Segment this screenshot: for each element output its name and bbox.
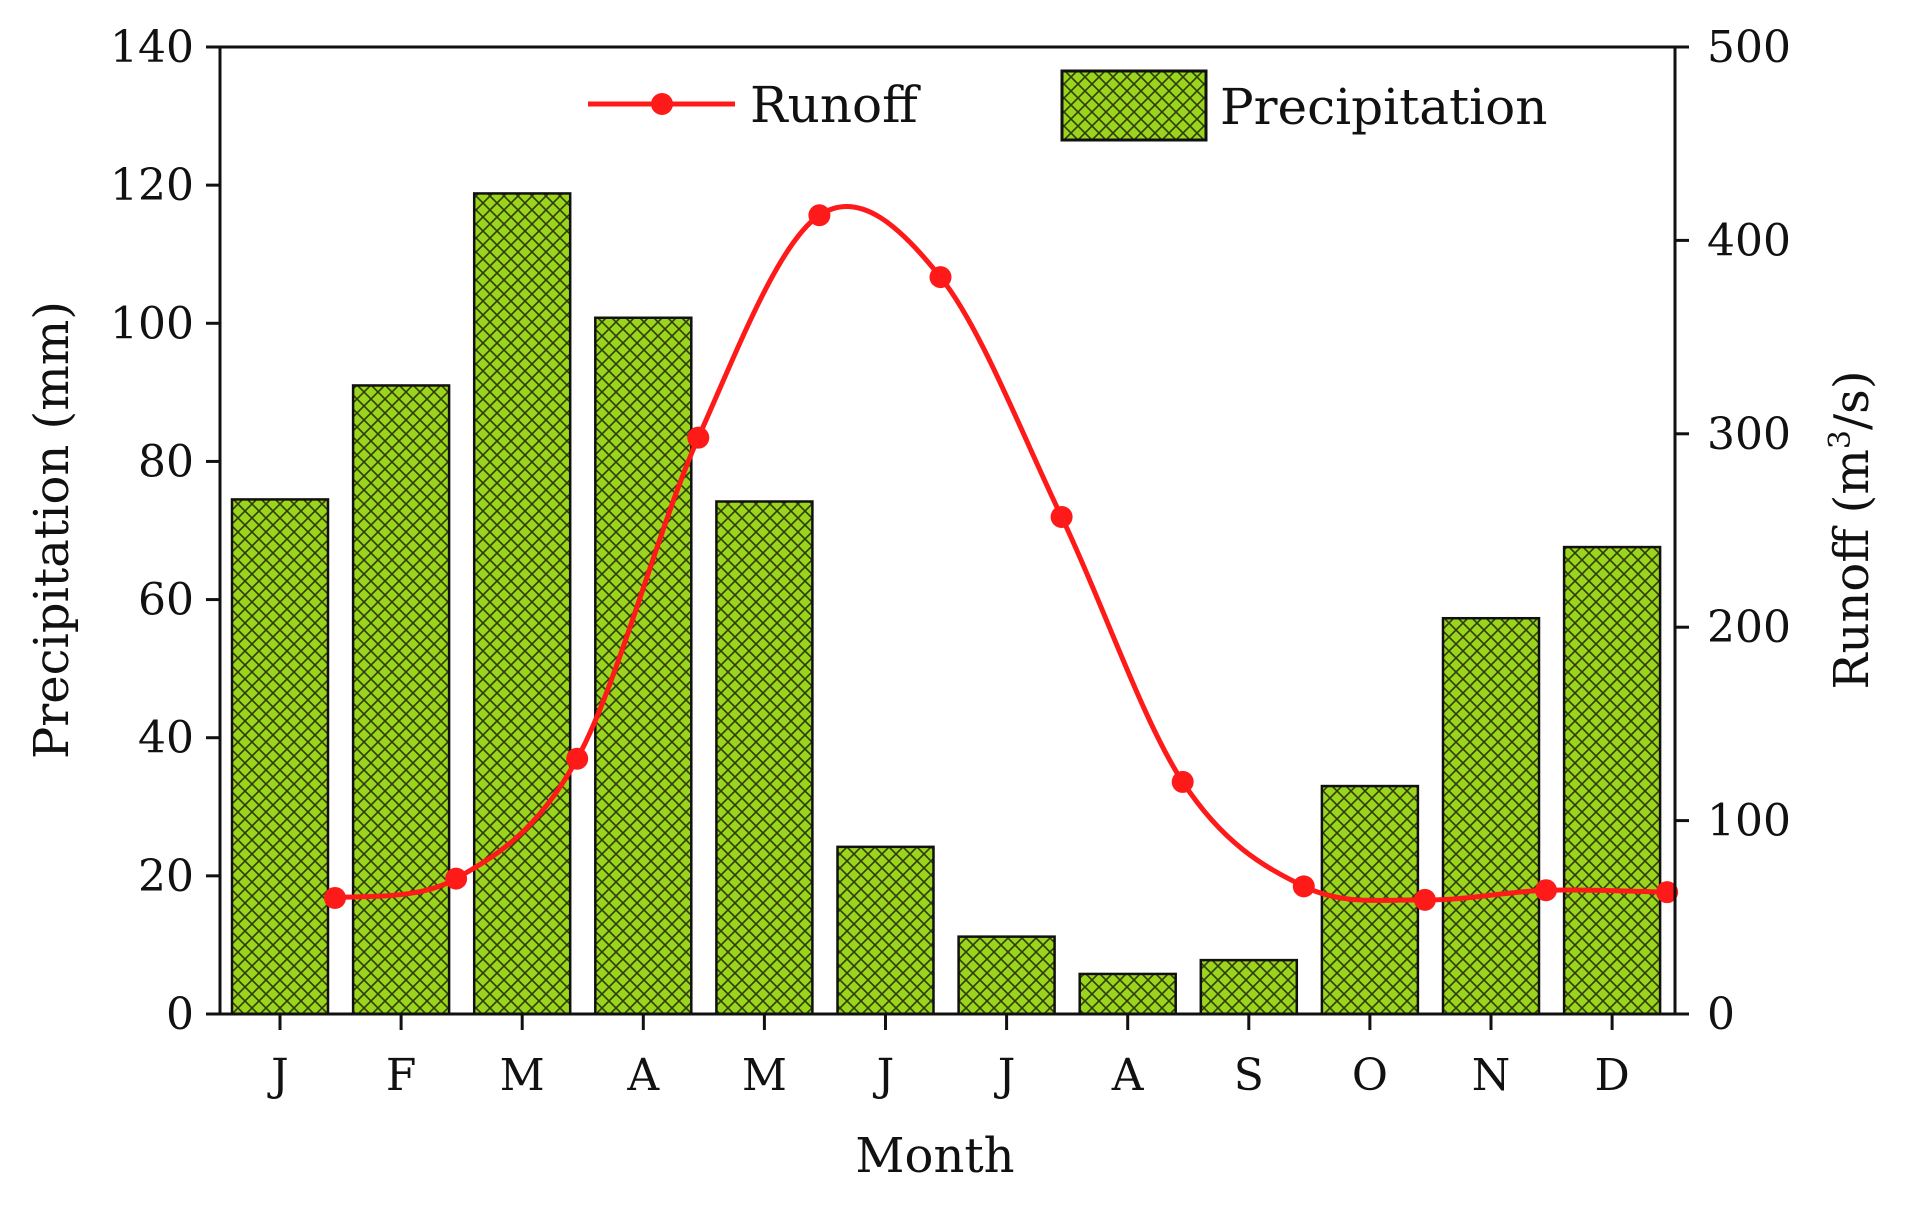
x-tick-label: D [1594,1050,1629,1101]
runoff-point-5 [808,204,831,227]
left-axis-ticks: 0 20 40 60 80 100 120 140 [110,22,220,1040]
x-tick-label: A [626,1050,660,1101]
runoff-point-8 [1171,770,1194,793]
left-tick-label: 80 [138,436,194,487]
right-axis-title-sup: 3 [1823,430,1858,449]
runoff-point-1 [324,886,346,909]
right-tick-label: 200 [1707,602,1791,653]
legend-runoff-marker [651,93,673,115]
x-tick-label: A [1111,1050,1145,1101]
left-tick-label: 100 [110,298,194,349]
runoff-point-6 [929,266,952,289]
x-tick-label: M [500,1050,545,1101]
left-tick-label: 140 [110,22,194,73]
right-axis-title-base: Runoff (m [1824,449,1880,689]
right-tick-label: 0 [1707,989,1735,1040]
runoff-series [324,203,1679,911]
legend-item-precipitation: Precipitation [1060,69,1547,142]
left-tick-label: 20 [138,851,194,902]
legend: Runoff Precipitation [588,69,1547,142]
x-tick-label: M [742,1050,787,1101]
precipitation-bar-7 [957,935,1056,1016]
x-tick-label: J [267,1050,289,1101]
precipitation-bar-12 [1562,545,1662,1016]
plot-frame [218,45,1677,1016]
precipitation-bar-8 [1078,972,1177,1016]
legend-precipitation-swatch [1060,69,1208,142]
x-tick-label: S [1234,1050,1264,1101]
left-tick-label: 40 [138,713,194,764]
x-tick-label: N [1472,1050,1511,1101]
legend-runoff-label: Runoff [750,76,921,134]
x-tick-label: J [873,1050,895,1101]
precipitation-bar-4 [594,316,693,1016]
precipitation-bar-3 [472,192,572,1016]
left-tick-label: 120 [110,160,194,211]
x-tick-label: F [386,1050,417,1101]
precipitation-bar-6 [836,845,935,1016]
x-axis-title: Month [855,1128,1014,1184]
left-tick-label: 0 [166,989,194,1040]
runoff-point-3 [566,747,589,770]
legend-precipitation-label: Precipitation [1220,78,1547,136]
precipitation-bar-2 [351,384,451,1016]
precipitation-bars [230,192,1662,1016]
runoff-point-10 [1413,888,1436,911]
precipitation-bar-9 [1199,958,1299,1016]
x-tick-label: O [1352,1050,1388,1101]
left-tick-label: 60 [138,575,194,626]
runoff-point-9 [1292,875,1315,898]
precipitation-bar-11 [1441,616,1541,1016]
right-axis-title-tail: /s) [1824,370,1880,430]
right-axis-title: Runoff (m3/s) [1823,370,1880,689]
right-axis-ticks: 0 100 200 300 400 500 [1675,22,1791,1040]
runoff-point-2 [445,867,468,890]
left-axis-title: Precipitation (mm) [24,301,80,759]
right-tick-label: 500 [1707,22,1791,73]
runoff-point-12 [1656,881,1679,904]
runoff-point-7 [1050,505,1073,528]
right-tick-label: 100 [1707,796,1791,847]
right-tick-label: 300 [1707,409,1791,460]
precipitation-bar-5 [715,500,814,1016]
runoff-point-4 [687,426,710,449]
right-tick-label: 400 [1707,215,1791,266]
precipitation-bar-1 [230,498,330,1016]
x-tick-label: J [994,1050,1016,1101]
legend-item-runoff: Runoff [588,76,921,134]
runoff-point-11 [1535,879,1557,902]
